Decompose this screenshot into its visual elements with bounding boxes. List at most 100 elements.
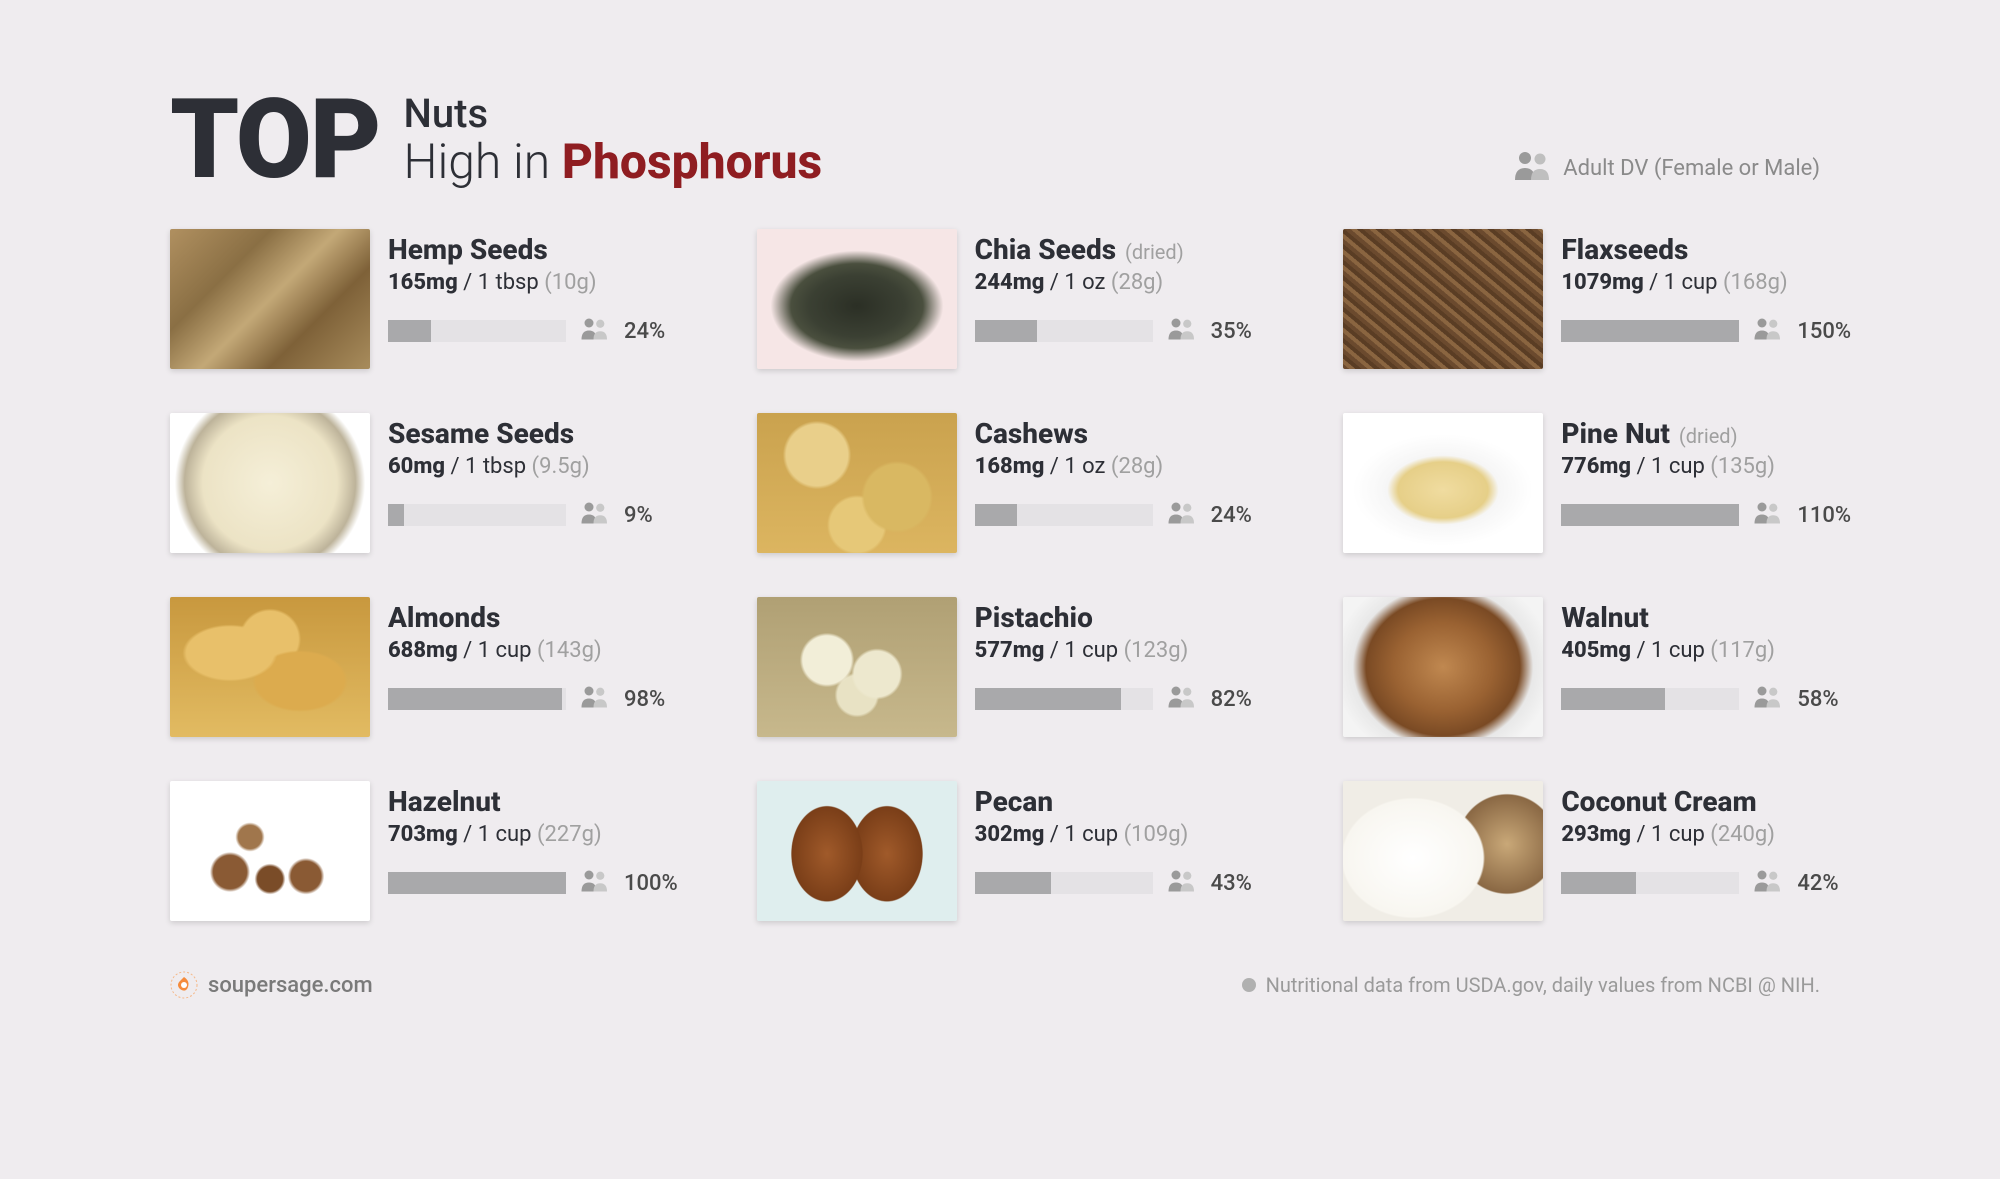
serving: 1 cup	[478, 638, 532, 663]
dv-percent: 24%	[1211, 503, 1252, 528]
dv-bar-fill	[975, 504, 1018, 526]
food-info: Coconut Cream293mg / 1 cup (240g)42%	[1561, 781, 1880, 921]
dv-bar-track	[388, 688, 566, 710]
legend-text: Adult DV (Female or Male)	[1563, 156, 1820, 181]
amount: 776mg	[1561, 454, 1631, 479]
legend: Adult DV (Female or Male)	[1513, 150, 1820, 186]
title-top: TOP	[170, 90, 380, 189]
dv-bar-track	[1561, 688, 1739, 710]
weight: (9.5g)	[526, 454, 590, 479]
disclaimer-text: Nutritional data from USDA.gov, daily va…	[1266, 973, 1820, 997]
amount-line: 168mg / 1 oz (28g)	[975, 454, 1294, 479]
serving: 1 cup	[1651, 454, 1705, 479]
people-icon	[1753, 501, 1783, 529]
food-info: Pine Nut (dried) 776mg / 1 cup (135g) 110%	[1561, 413, 1880, 553]
dv-bar-fill	[388, 872, 566, 894]
serving: 1 cup	[478, 822, 532, 847]
amount: 165mg	[388, 270, 458, 295]
subtitle-line2: High in Phosphorus	[404, 138, 823, 186]
dv-bar-row: 35%	[975, 317, 1294, 345]
dv-bar-fill	[975, 688, 1121, 710]
food-item: Hemp Seeds165mg / 1 tbsp (10g)24%	[170, 229, 707, 369]
serving: 1 cup	[1651, 638, 1705, 663]
header: TOP Nuts High in Phosphorus Adult DV (Fe…	[170, 90, 1880, 189]
dv-bar-fill	[388, 688, 562, 710]
dv-bar-track	[1561, 504, 1739, 526]
dv-bar-row: 100%	[388, 869, 707, 897]
weight: (28g)	[1105, 270, 1163, 295]
dv-percent: 150%	[1797, 319, 1851, 344]
separator: /	[1044, 638, 1064, 663]
amount-line: 244mg / 1 oz (28g)	[975, 270, 1294, 295]
serving: 1 cup	[1664, 270, 1718, 295]
weight: (168g)	[1718, 270, 1788, 295]
weight: (123g)	[1118, 638, 1188, 663]
dv-bar-track	[388, 320, 566, 342]
weight: (240g)	[1705, 822, 1775, 847]
food-info: Pecan302mg / 1 cup (109g)43%	[975, 781, 1294, 921]
food-item: Almonds688mg / 1 cup (143g)98%	[170, 597, 707, 737]
amount: 703mg	[388, 822, 458, 847]
dv-bar-row: 58%	[1561, 685, 1880, 713]
food-thumb	[1343, 413, 1543, 553]
separator: /	[1631, 454, 1651, 479]
dv-bar-fill	[1561, 504, 1739, 526]
amount-line: 302mg / 1 cup (109g)	[975, 822, 1294, 847]
separator: /	[458, 638, 478, 663]
food-thumb	[170, 229, 370, 369]
food-name-row: Almonds	[388, 601, 707, 634]
weight: (28g)	[1105, 454, 1163, 479]
food-name: Cashews	[975, 417, 1088, 450]
weight: (143g)	[532, 638, 602, 663]
dv-bar-track	[975, 872, 1153, 894]
dv-bar-fill	[388, 504, 404, 526]
food-info: Almonds688mg / 1 cup (143g)98%	[388, 597, 707, 737]
brand: soupersage.com	[170, 971, 373, 999]
food-name: Hazelnut	[388, 785, 501, 818]
people-icon	[1753, 685, 1783, 713]
food-name: Walnut	[1561, 601, 1649, 634]
dv-percent: 42%	[1797, 871, 1838, 896]
food-item: Flaxseeds1079mg / 1 cup (168g)150%	[1343, 229, 1880, 369]
food-thumb	[170, 597, 370, 737]
separator: /	[1631, 822, 1651, 847]
food-info: Sesame Seeds60mg / 1 tbsp (9.5g)9%	[388, 413, 707, 553]
amount-line: 405mg / 1 cup (117g)	[1561, 638, 1880, 663]
people-icon	[580, 501, 610, 529]
dv-percent: 100%	[624, 871, 678, 896]
food-name-row: Cashews	[975, 417, 1294, 450]
food-thumb	[757, 229, 957, 369]
food-name: Coconut Cream	[1561, 785, 1756, 818]
disclaimer: Nutritional data from USDA.gov, daily va…	[1242, 973, 1820, 997]
food-item: Pistachio577mg / 1 cup (123g)82%	[757, 597, 1294, 737]
amount-line: 776mg / 1 cup (135g)	[1561, 454, 1880, 479]
bullet-icon	[1242, 978, 1256, 992]
food-item: Sesame Seeds60mg / 1 tbsp (9.5g)9%	[170, 413, 707, 553]
weight: (117g)	[1705, 638, 1775, 663]
dv-bar-row: 110%	[1561, 501, 1880, 529]
food-item: Cashews 168mg / 1 oz (28g) 24%	[757, 413, 1294, 553]
food-thumb	[170, 413, 370, 553]
dv-bar-row: 24%	[975, 501, 1294, 529]
amount: 60mg	[388, 454, 445, 479]
people-icon	[1753, 317, 1783, 345]
dv-bar-row: 150%	[1561, 317, 1880, 345]
dv-bar-row: 42%	[1561, 869, 1880, 897]
food-name-row: Chia Seeds (dried)	[975, 233, 1294, 266]
dv-bar-row: 24%	[388, 317, 707, 345]
dv-percent: 98%	[624, 687, 665, 712]
food-thumb	[1343, 781, 1543, 921]
food-qualifier: (dried)	[1120, 240, 1184, 264]
weight: (135g)	[1705, 454, 1775, 479]
dv-bar-track	[1561, 320, 1739, 342]
separator: /	[1044, 822, 1064, 847]
dv-bar-row: 98%	[388, 685, 707, 713]
food-name-row: Pine Nut (dried)	[1561, 417, 1880, 450]
dv-bar-fill	[975, 872, 1052, 894]
subtitle: Nuts High in Phosphorus	[404, 94, 823, 186]
serving: 1 cup	[1651, 822, 1705, 847]
food-name-row: Walnut	[1561, 601, 1880, 634]
food-thumb	[757, 413, 957, 553]
dv-percent: 110%	[1797, 503, 1851, 528]
items-grid: Hemp Seeds165mg / 1 tbsp (10g)24% Chia Se…	[170, 229, 1880, 921]
